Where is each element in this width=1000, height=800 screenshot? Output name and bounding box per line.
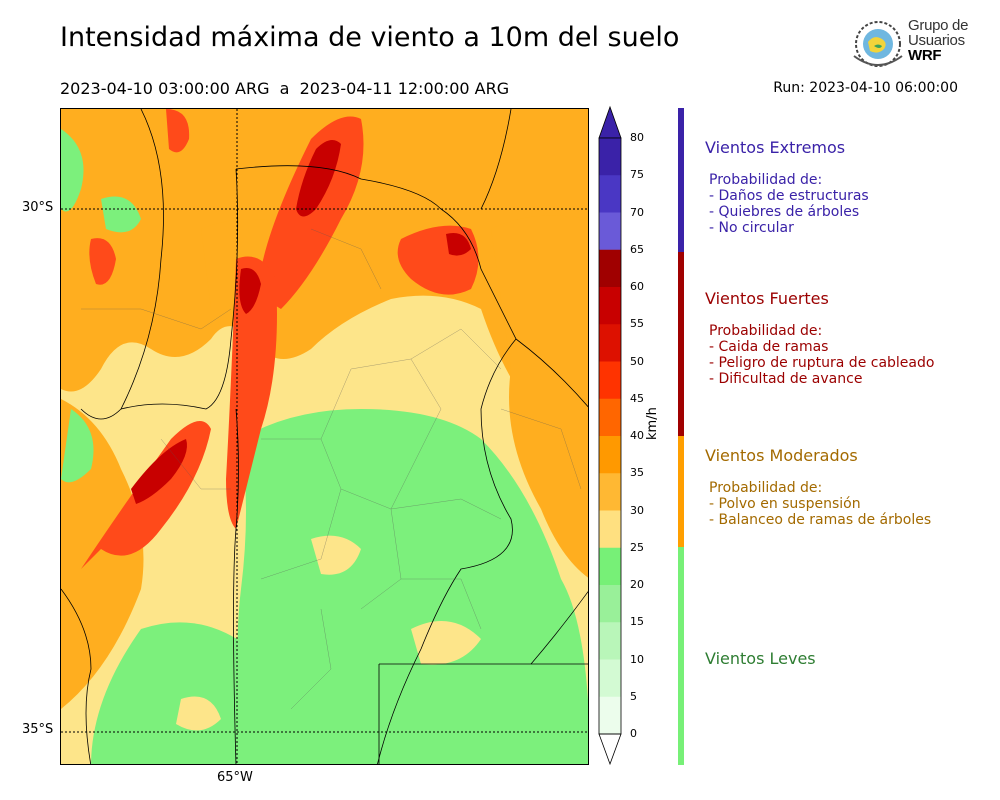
category-details-extremos: Probabilidad de: - Daños de estructuras … (709, 172, 869, 236)
colorbar-tick-label: 70 (630, 205, 644, 219)
colorbar-swatch (599, 585, 621, 623)
colorbar-tick-label: 15 (630, 615, 644, 629)
colorbar-tick-label: 10 (630, 652, 644, 666)
colorbar-swatch (599, 324, 621, 362)
category-item: - Polvo en suspensión (709, 496, 861, 512)
colorbar-swatch (599, 436, 621, 474)
colorbar-tick-label: 0 (630, 727, 637, 740)
run-timestamp: Run: 2023-04-10 06:00:00 (773, 80, 958, 96)
category-item: - Daños de estructuras (709, 188, 869, 204)
colorbar-swatch (599, 361, 621, 400)
category-item: - Caida de ramas (709, 339, 829, 355)
category-item: - No circular (709, 220, 794, 236)
lon-label-65w: 65°W (217, 770, 253, 785)
colorbar-swatch (599, 473, 621, 511)
category-item: - Quiebres de árboles (709, 204, 860, 220)
colorbar-extend-top (598, 105, 622, 139)
colorbar-tick-label: 35 (630, 466, 644, 480)
category-item: - Balanceo de ramas de árboles (709, 512, 932, 528)
legend-bar-fuertes (678, 252, 684, 436)
forecast-period: 2023-04-10 03:00:00 ARG a 2023-04-11 12:… (60, 79, 510, 98)
colorbar-extend-bottom (598, 733, 622, 766)
colorbar-tick-label: 60 (630, 280, 644, 293)
colorbar (598, 105, 622, 766)
logo-line-1: Grupo de (908, 17, 969, 34)
colorbar-tick-label: 65 (630, 242, 644, 256)
colorbar-tick-label: 55 (630, 317, 644, 331)
colorbar-tick-label: 5 (630, 689, 637, 703)
colorbar-tick-label: 80 (630, 131, 644, 144)
colorbar-tick-label: 30 (630, 503, 644, 517)
category-item: - Peligro de ruptura de cableado (709, 355, 935, 371)
colorbar-swatch (599, 622, 621, 660)
wrf-logo-icon (853, 21, 903, 67)
colorbar-tick-label: 50 (630, 354, 644, 368)
category-details-moderados: Probabilidad de: - Polvo en suspensión -… (709, 480, 931, 528)
colorbar-swatch (599, 696, 621, 735)
legend-bar-extremos (678, 108, 684, 252)
colorbar-swatch (599, 287, 621, 325)
colorbar-swatch (599, 138, 621, 176)
colorbar-swatch (599, 510, 621, 549)
logo-line-2: Usuarios (908, 32, 965, 49)
logo-text: Grupo de Usuarios WRF (908, 18, 968, 63)
category-title-moderados: Vientos Moderados (705, 446, 858, 465)
lat-label-35s: 35°S (22, 722, 54, 737)
category-title-fuertes: Vientos Fuertes (705, 289, 829, 308)
wind-map[interactable] (60, 108, 589, 765)
colorbar-tick-label: 40 (630, 429, 644, 442)
colorbar-swatch (599, 175, 621, 213)
colorbar-swatch (599, 249, 621, 288)
category-subtitle: Probabilidad de: (709, 323, 823, 339)
category-title-extremos: Vientos Extremos (705, 138, 846, 157)
colorbar-tick-label: 20 (630, 578, 644, 591)
colorbar-tick-label: 25 (630, 540, 644, 554)
category-title-leves: Vientos Leves (705, 649, 816, 668)
colorbar-unit-label: km/h (645, 407, 660, 440)
category-subtitle: Probabilidad de: (709, 480, 823, 496)
colorbar-swatch (599, 659, 621, 698)
map-title: Intensidad máxima de viento a 10m del su… (60, 22, 680, 53)
lat-label-30s: 30°S (22, 200, 54, 215)
colorbar-tick-label: 45 (630, 391, 644, 405)
wind-field-svg (61, 109, 588, 764)
category-subtitle: Probabilidad de: (709, 172, 823, 188)
category-details-fuertes: Probabilidad de: - Caida de ramas - Peli… (709, 323, 934, 387)
colorbar-swatch (599, 547, 621, 586)
colorbar-swatch (599, 398, 621, 437)
colorbar-tick-label: 75 (630, 168, 644, 182)
legend-bar-moderados (678, 436, 684, 547)
category-item: - Dificultad de avance (709, 371, 863, 387)
logo-line-3: WRF (908, 47, 942, 64)
colorbar-swatch (599, 212, 621, 251)
colorbar-frame (598, 137, 622, 735)
legend-bar-leves (678, 547, 684, 765)
